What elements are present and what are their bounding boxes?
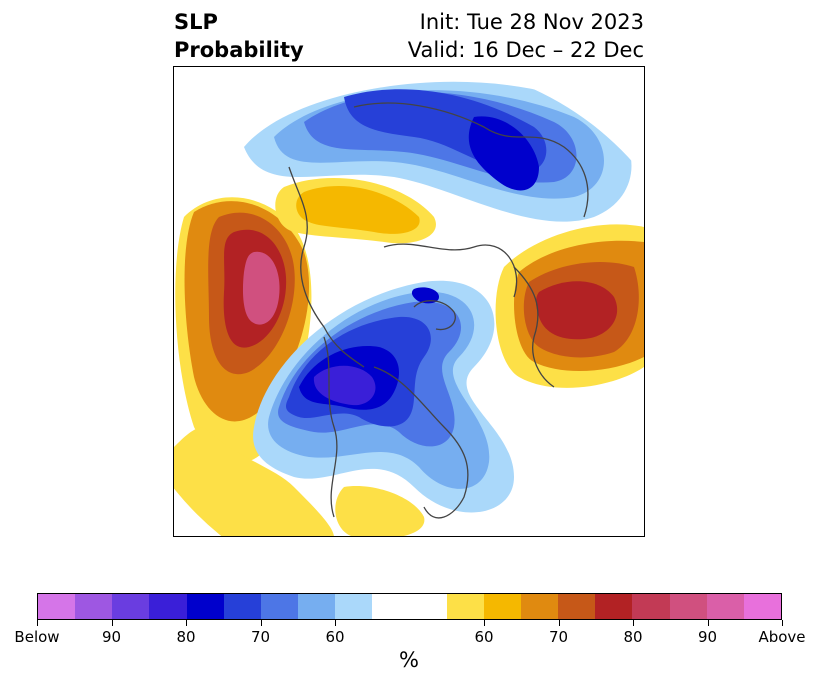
title-init-date: Init: Tue 28 Nov 2023 bbox=[419, 10, 644, 34]
title-variable: SLP bbox=[174, 10, 218, 34]
colorbar-above-segment bbox=[595, 594, 633, 619]
colorbar-below-segment bbox=[186, 594, 224, 619]
colorbar-above-segment bbox=[558, 594, 596, 619]
colorbar-tick-label: 70 bbox=[250, 628, 271, 646]
colorbar-below-segment bbox=[149, 594, 187, 619]
colorbar-tick-label: 90 bbox=[101, 628, 122, 646]
colorbar-tick-label: 80 bbox=[623, 628, 643, 646]
coastlines bbox=[288, 102, 589, 519]
colorbar-tick-label: 90 bbox=[697, 628, 718, 646]
colorbar-tick-mark bbox=[111, 620, 113, 626]
probability-map bbox=[174, 67, 644, 536]
colorbar-tick-mark bbox=[781, 620, 783, 626]
chart-title-right: Init: Tue 28 Nov 2023 Valid: 16 Dec – 22… bbox=[408, 8, 644, 64]
colorbar-above-segment bbox=[483, 594, 522, 619]
colorbar-above-segment bbox=[446, 594, 484, 619]
map-panel bbox=[173, 66, 645, 537]
above-region-mexico bbox=[335, 486, 425, 536]
title-product: Probability bbox=[174, 38, 304, 62]
colorbar-below-segment bbox=[223, 594, 261, 619]
above-region-pacific-core bbox=[242, 251, 280, 325]
probability-field bbox=[174, 81, 644, 536]
coastline-europe bbox=[513, 266, 555, 388]
coastline-greenland bbox=[413, 300, 456, 331]
colorbar-tick-mark bbox=[632, 620, 634, 626]
colorbar-neutral-segment bbox=[372, 594, 447, 619]
colorbar-below-segment bbox=[260, 594, 299, 619]
coastline-asia bbox=[353, 102, 589, 218]
title-valid-range: Valid: 16 Dec – 22 Dec bbox=[407, 38, 644, 62]
above-region-south-pacific bbox=[174, 427, 334, 536]
colorbar-tick-mark bbox=[707, 620, 709, 626]
colorbar-above-segment bbox=[521, 594, 559, 619]
coastline-east-america bbox=[373, 366, 469, 519]
colorbar-tick-label: 60 bbox=[325, 628, 345, 646]
colorbar-tick-mark bbox=[334, 620, 336, 626]
colorbar-tick-label: Above bbox=[758, 628, 806, 646]
colorbar-below-segment bbox=[335, 594, 373, 619]
colorbar-tick-label: 70 bbox=[548, 628, 569, 646]
colorbar-tick-label: 60 bbox=[474, 628, 494, 646]
colorbar-below-segment bbox=[112, 594, 150, 619]
above-region-siberia-inner bbox=[296, 186, 420, 234]
projection-outside-mask bbox=[174, 67, 644, 536]
chart-title-left: SLP Probability bbox=[174, 8, 304, 64]
below-region-north-max bbox=[468, 116, 539, 191]
colorbar bbox=[37, 593, 782, 620]
coastline-pacific-rim bbox=[288, 166, 365, 368]
colorbar-above-segment bbox=[743, 594, 782, 619]
below-region-arctic-core bbox=[411, 287, 439, 304]
colorbar-unit-label: % bbox=[399, 648, 419, 672]
colorbar-below-segment bbox=[75, 594, 113, 619]
colorbar-tick-label: Below bbox=[14, 628, 60, 646]
colorbar-tick-mark bbox=[36, 620, 38, 626]
colorbar-tick-label: 80 bbox=[176, 628, 196, 646]
colorbar-tick-mark bbox=[260, 620, 262, 626]
colorbar-below-segment bbox=[298, 594, 336, 619]
colorbar-tick-mark bbox=[483, 620, 485, 626]
coastline-west-america bbox=[323, 336, 338, 518]
colorbar-tick-mark bbox=[558, 620, 560, 626]
colorbar-above-segment bbox=[669, 594, 707, 619]
coastline-arctic bbox=[383, 243, 518, 298]
colorbar-below-segment bbox=[38, 594, 76, 619]
colorbar-tick-mark bbox=[185, 620, 187, 626]
colorbar-above-segment bbox=[632, 594, 670, 619]
colorbar-above-segment bbox=[706, 594, 744, 619]
above-region-europe-core bbox=[535, 281, 618, 340]
